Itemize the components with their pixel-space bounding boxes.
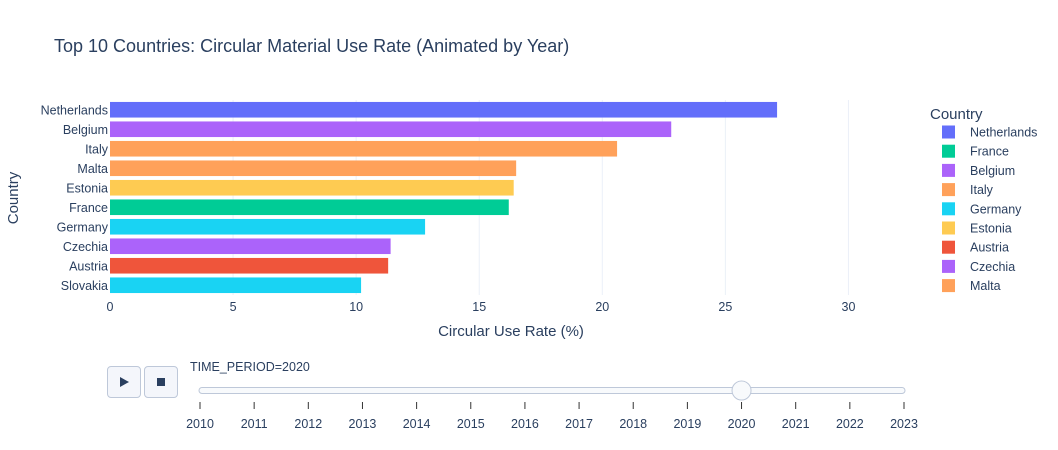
y-tick-label: Czechia — [63, 240, 108, 254]
x-tick-label: 30 — [842, 300, 856, 314]
slider-current-label: TIME_PERIOD=2020 — [190, 360, 310, 374]
y-tick-label: Slovakia — [61, 279, 108, 293]
slider-tick-label: 2014 — [403, 417, 431, 431]
slider-tick-label: 2010 — [186, 417, 214, 431]
slider-tick-label: 2022 — [836, 417, 864, 431]
bar-belgium — [110, 121, 672, 138]
legend-swatch — [942, 202, 955, 216]
y-tick-label: Netherlands — [41, 103, 108, 117]
slider-rail[interactable] — [198, 387, 906, 394]
slider-ticks: 2010 2011 2012 2013 2014 2015 2016 2017 2018 2019… — [186, 402, 918, 431]
legend: Country Netherlands France Belgium Italy Ger… — [930, 106, 1037, 293]
slider-tick-label: 2023 — [890, 417, 918, 431]
slider-tick-label: 2016 — [511, 417, 539, 431]
y-tick-labels: Netherlands Belgium Italy Malta Estonia Franc… — [41, 103, 109, 293]
slider-tick-label: 2013 — [349, 417, 377, 431]
play-button[interactable] — [107, 366, 141, 398]
y-tick-label: Belgium — [63, 123, 108, 137]
legend-item-label: Germany — [970, 202, 1022, 216]
legend-swatch — [942, 221, 955, 235]
slider-tick-label: 2017 — [565, 417, 593, 431]
bar-france — [110, 199, 509, 216]
y-tick-label: Germany — [57, 220, 109, 234]
slider-tick-label: 2018 — [619, 417, 647, 431]
legend-item-label: Italy — [970, 183, 994, 197]
slider-tick-label: 2021 — [782, 417, 810, 431]
slider-tick-label: 2020 — [728, 417, 756, 431]
year-slider[interactable]: 2010 2011 2012 2013 2014 2015 2016 2017 2018 2019… — [186, 380, 918, 431]
bar-austria — [110, 257, 389, 274]
x-tick-label: 15 — [472, 300, 486, 314]
legend-item-label: Austria — [970, 241, 1009, 255]
x-tick-labels: 0 5 10 15 20 25 30 — [107, 300, 856, 314]
slider-tick-label: 2019 — [673, 417, 701, 431]
legend-item-label: Belgium — [970, 164, 1015, 178]
y-tick-label: Malta — [77, 162, 108, 176]
x-tick-label: 0 — [107, 300, 114, 314]
y-tick-label: Estonia — [66, 181, 108, 195]
slider-tick-label: 2011 — [241, 417, 268, 431]
x-axis-title: Circular Use Rate (%) — [438, 323, 584, 340]
legend-swatch — [942, 183, 955, 197]
stop-icon — [157, 378, 165, 386]
legend-swatch — [942, 125, 955, 139]
legend-item-label: Netherlands — [970, 126, 1037, 140]
bars — [110, 101, 778, 294]
legend-swatch — [942, 144, 955, 158]
legend-item-label: Czechia — [970, 260, 1015, 274]
bar-czechia — [110, 238, 391, 255]
bar-malta — [110, 160, 517, 177]
stop-button[interactable] — [144, 366, 178, 398]
legend-swatch — [942, 259, 955, 273]
legend-swatch — [942, 240, 955, 254]
y-axis-title: Country — [5, 171, 22, 224]
bar-germany — [110, 218, 426, 235]
y-tick-label: France — [69, 201, 108, 215]
legend-item-label: France — [970, 145, 1009, 159]
bar-estonia — [110, 179, 514, 196]
legend-item-label: Estonia — [970, 222, 1012, 236]
chart-title: Top 10 Countries: Circular Material Use … — [54, 36, 569, 56]
slider-tick-label: 2015 — [457, 417, 485, 431]
x-tick-label: 10 — [349, 300, 363, 314]
x-tick-label: 25 — [718, 300, 732, 314]
play-icon — [120, 377, 129, 387]
bar-netherlands — [110, 101, 778, 118]
legend-title: Country — [930, 106, 983, 123]
bar-italy — [110, 140, 618, 157]
legend-swatch — [942, 163, 955, 177]
legend-item-label: Malta — [970, 279, 1001, 293]
x-tick-label: 20 — [595, 300, 609, 314]
y-tick-label: Austria — [69, 259, 108, 273]
slider-handle[interactable] — [731, 380, 752, 401]
slider-tick-label: 2012 — [294, 417, 322, 431]
y-tick-label: Italy — [85, 142, 109, 156]
bar-slovakia — [110, 277, 362, 294]
x-tick-label: 5 — [230, 300, 237, 314]
legend-swatch — [942, 279, 955, 293]
